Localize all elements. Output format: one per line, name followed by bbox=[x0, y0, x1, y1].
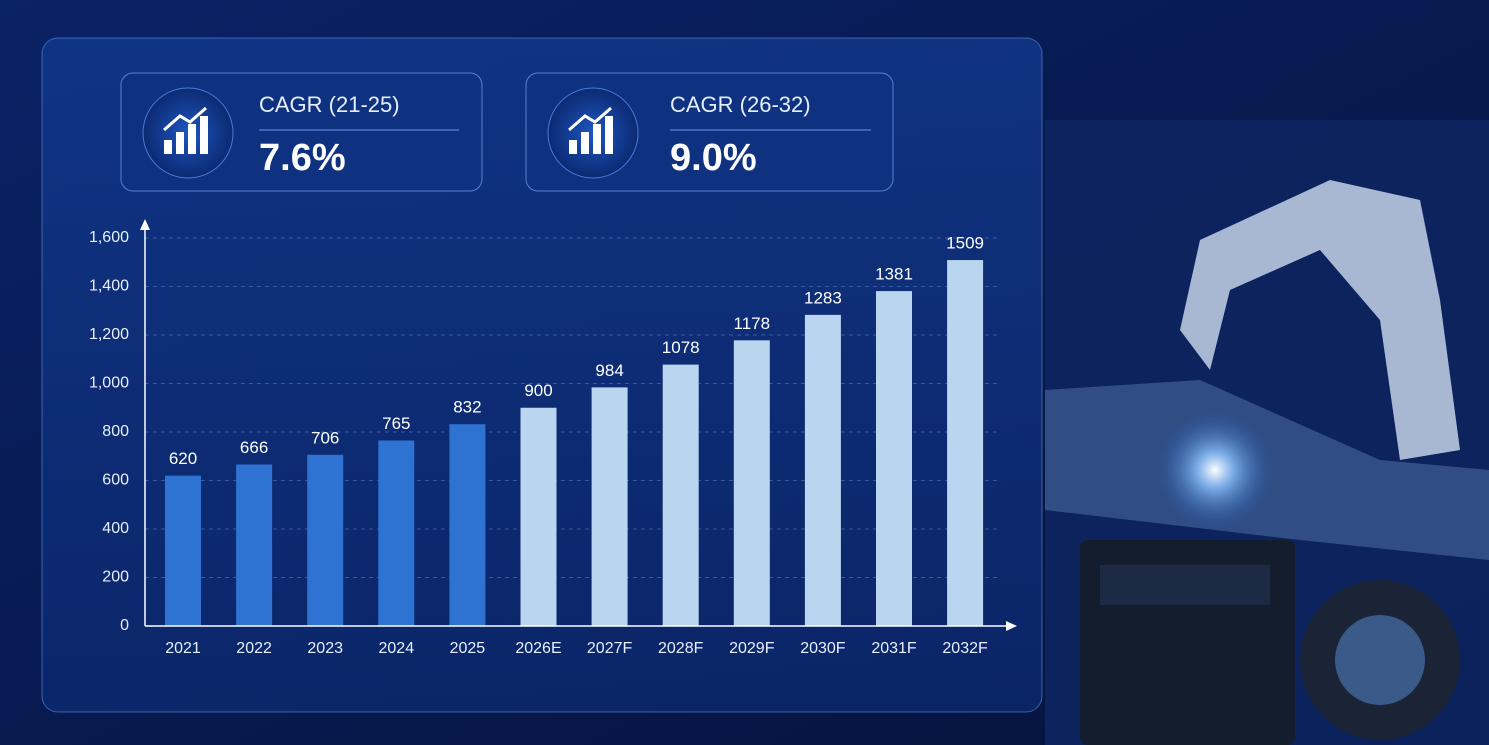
y-tick-label: 1,600 bbox=[89, 229, 129, 246]
bar bbox=[378, 440, 415, 626]
bar bbox=[520, 407, 557, 626]
bar bbox=[449, 424, 486, 626]
value-label: 706 bbox=[311, 428, 339, 447]
y-tick-label: 800 bbox=[102, 423, 129, 440]
card-value: 7.6% bbox=[259, 137, 346, 179]
value-label: 666 bbox=[240, 438, 268, 457]
chart-panel bbox=[41, 37, 1043, 713]
bar bbox=[591, 387, 628, 626]
bar bbox=[947, 260, 984, 626]
value-label: 1178 bbox=[734, 314, 771, 333]
value-label: 620 bbox=[169, 449, 197, 468]
x-tick-label: 2026E bbox=[515, 640, 561, 657]
y-axis-arrow bbox=[140, 219, 150, 230]
y-tick-label: 1,400 bbox=[89, 278, 129, 295]
x-tick-label: 2030F bbox=[800, 640, 846, 657]
y-tick-label: 1,000 bbox=[89, 375, 129, 392]
value-label: 1381 bbox=[875, 265, 913, 284]
value-label: 900 bbox=[524, 381, 552, 400]
value-label: 1509 bbox=[946, 234, 984, 253]
value-label: 1283 bbox=[804, 288, 842, 307]
bar bbox=[876, 291, 912, 626]
x-tick-label: 2023 bbox=[307, 640, 343, 657]
y-tick-label: 0 bbox=[120, 617, 129, 634]
x-tick-label: 2028F bbox=[658, 640, 704, 657]
card-label: CAGR (21-25) bbox=[259, 92, 400, 117]
x-tick-label: 2024 bbox=[379, 640, 415, 657]
x-tick-label: 2032F bbox=[942, 640, 988, 657]
card-value: 9.0% bbox=[670, 137, 757, 179]
factory-scene bbox=[1045, 120, 1489, 745]
value-label: 832 bbox=[453, 398, 481, 417]
y-tick-label: 200 bbox=[102, 569, 129, 586]
card-label: CAGR (26-32) bbox=[670, 92, 811, 117]
bar-chart: 0 200 400 600 800 1,000 1,200 1,400 1,600 2021 620… bbox=[89, 229, 1000, 657]
bar bbox=[804, 314, 841, 626]
x-tick-label: 2021 bbox=[165, 640, 201, 657]
cagr-card: CAGR (21-25) 7.6% bbox=[120, 72, 483, 192]
value-label: 1078 bbox=[662, 338, 700, 357]
y-tick-label: 1,200 bbox=[89, 326, 129, 343]
x-tick-label: 2029F bbox=[729, 640, 775, 657]
bar bbox=[165, 475, 201, 626]
cagr-card: CAGR (26-32) 9.0% bbox=[525, 72, 894, 192]
x-tick-label: 2025 bbox=[450, 640, 486, 657]
value-label: 765 bbox=[382, 414, 410, 433]
bar bbox=[307, 454, 344, 626]
x-tick-label: 2027F bbox=[587, 640, 633, 657]
y-tick-label: 400 bbox=[102, 520, 129, 537]
y-tick-label: 600 bbox=[102, 472, 129, 489]
value-label: 984 bbox=[595, 361, 623, 380]
x-tick-label: 2022 bbox=[236, 640, 272, 657]
bar bbox=[662, 364, 699, 626]
bar bbox=[236, 464, 273, 626]
bar bbox=[733, 340, 770, 626]
x-axis-arrow bbox=[1006, 621, 1017, 631]
x-tick-label: 2031F bbox=[871, 640, 917, 657]
